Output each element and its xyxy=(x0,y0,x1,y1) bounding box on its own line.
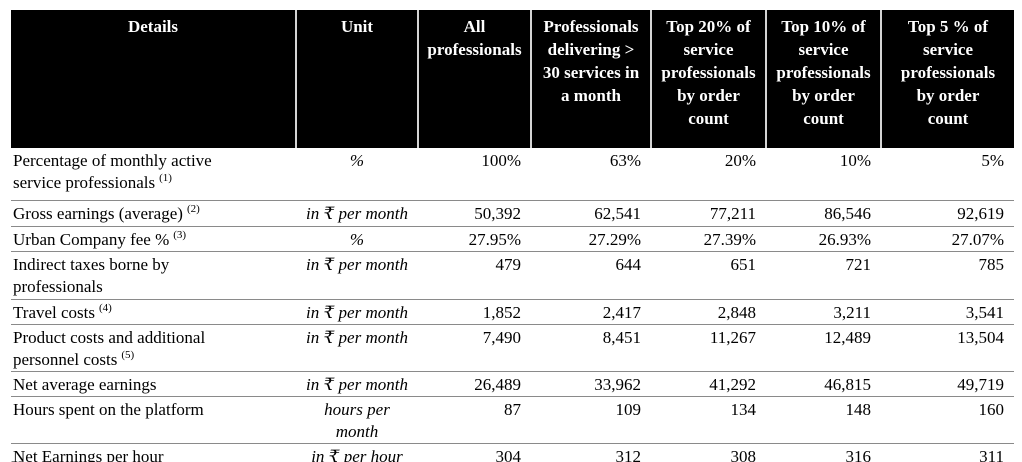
row-value: 479 xyxy=(418,251,531,300)
row-value: 20% xyxy=(651,148,766,201)
row-label: Net average earnings xyxy=(11,371,296,397)
row-unit: % xyxy=(296,226,418,252)
row-label: Gross earnings (average) (2) xyxy=(11,200,296,227)
row-value: 109 xyxy=(531,396,651,444)
row-label: Net Earnings per hour xyxy=(11,443,296,462)
row-value: 304 xyxy=(418,443,531,462)
table-row: Urban Company fee % (3) % 27.95% 27.29% 2… xyxy=(11,226,1014,252)
row-value: 27.29% xyxy=(531,226,651,252)
row-unit: in ₹ per month xyxy=(296,299,418,325)
row-value: 160 xyxy=(881,396,1014,444)
table-row: Gross earnings (average) (2) in ₹ per mon… xyxy=(11,200,1014,227)
column-header-all-professionals: All professionals xyxy=(417,10,531,148)
row-label: Urban Company fee % (3) xyxy=(11,226,296,252)
row-value: 2,848 xyxy=(651,299,766,325)
row-unit: in ₹ per month xyxy=(296,251,418,300)
row-label: Percentage of monthly active service pro… xyxy=(11,148,296,201)
column-header-professionals-30-services: Professionals delivering > 30 services i… xyxy=(530,10,651,148)
table-row: Percentage of monthly active service pro… xyxy=(11,148,1014,201)
footnote-marker: (5) xyxy=(121,348,135,361)
row-value: 10% xyxy=(766,148,881,201)
row-unit: % xyxy=(296,148,418,201)
row-value: 148 xyxy=(766,396,881,444)
table-row: Product costs and additional personnel c… xyxy=(11,324,1014,372)
earnings-table: Details Unit All professionals Professio… xyxy=(11,10,1014,462)
row-value: 312 xyxy=(531,443,651,462)
row-value: 12,489 xyxy=(766,324,881,372)
row-value: 100% xyxy=(418,148,531,201)
row-value: 7,490 xyxy=(418,324,531,372)
row-value: 92,619 xyxy=(881,200,1014,227)
footnote-marker: (2) xyxy=(186,202,200,215)
row-value: 27.07% xyxy=(881,226,1014,252)
table-row: Travel costs (4) in ₹ per month 1,852 2,4… xyxy=(11,299,1014,325)
row-unit: in ₹ per month xyxy=(296,324,418,372)
row-value: 651 xyxy=(651,251,766,300)
row-label: Hours spent on the platform xyxy=(11,396,296,444)
column-header-unit: Unit xyxy=(295,10,418,148)
row-value: 62,541 xyxy=(531,200,651,227)
row-value: 644 xyxy=(531,251,651,300)
row-value: 134 xyxy=(651,396,766,444)
footnote-marker: (1) xyxy=(159,172,172,185)
column-header-top-10pct: Top 10% of service professionals by orde… xyxy=(765,10,881,148)
row-value: 13,504 xyxy=(881,324,1014,372)
row-value: 721 xyxy=(766,251,881,300)
row-value: 311 xyxy=(881,443,1014,462)
footnote-marker: (4) xyxy=(99,301,112,314)
footnote-marker: (3) xyxy=(173,228,187,241)
column-header-details: Details xyxy=(11,10,296,148)
row-value: 8,451 xyxy=(531,324,651,372)
row-value: 46,815 xyxy=(766,371,881,397)
notes-label: Notes xyxy=(11,459,48,462)
row-label: Product costs and additional personnel c… xyxy=(11,324,296,372)
row-value: 27.39% xyxy=(651,226,766,252)
row-value: 33,962 xyxy=(531,371,651,397)
table-row: Indirect taxes borne by professionals in… xyxy=(11,251,1014,300)
row-label: Indirect taxes borne by professionals xyxy=(11,251,296,300)
row-value: 86,546 xyxy=(766,200,881,227)
row-value: 3,541 xyxy=(881,299,1014,325)
row-value: 49,719 xyxy=(881,371,1014,397)
row-value: 26,489 xyxy=(418,371,531,397)
row-unit: in ₹ per month xyxy=(296,371,418,397)
row-unit: in ₹ per month xyxy=(296,200,418,227)
row-value: 77,211 xyxy=(651,200,766,227)
table-row: Net average earnings in ₹ per month 26,4… xyxy=(11,371,1014,397)
row-value: 11,267 xyxy=(651,324,766,372)
row-value: 87 xyxy=(418,396,531,444)
row-unit: hours per month xyxy=(296,396,418,444)
row-value: 2,417 xyxy=(531,299,651,325)
column-header-top-20pct: Top 20% of service professionals by orde… xyxy=(650,10,766,148)
table-row: Net Earnings per hour in ₹ per hour 304 … xyxy=(11,443,1014,462)
row-value: 1,852 xyxy=(418,299,531,325)
row-value: 3,211 xyxy=(766,299,881,325)
column-header-top-5pct: Top 5 % of service professionals by orde… xyxy=(880,10,1014,148)
row-label: Travel costs (4) xyxy=(11,299,296,325)
row-value: 63% xyxy=(531,148,651,201)
row-value: 316 xyxy=(766,443,881,462)
row-value: 26.93% xyxy=(766,226,881,252)
row-value: 50,392 xyxy=(418,200,531,227)
row-unit: in ₹ per hour xyxy=(296,443,418,462)
row-value: 308 xyxy=(651,443,766,462)
table-row: Hours spent on the platform hours per mo… xyxy=(11,396,1014,444)
row-value: 27.95% xyxy=(418,226,531,252)
row-value: 41,292 xyxy=(651,371,766,397)
row-value: 785 xyxy=(881,251,1014,300)
row-value: 5% xyxy=(881,148,1014,201)
header-row: Details Unit All professionals Professio… xyxy=(11,10,1014,148)
